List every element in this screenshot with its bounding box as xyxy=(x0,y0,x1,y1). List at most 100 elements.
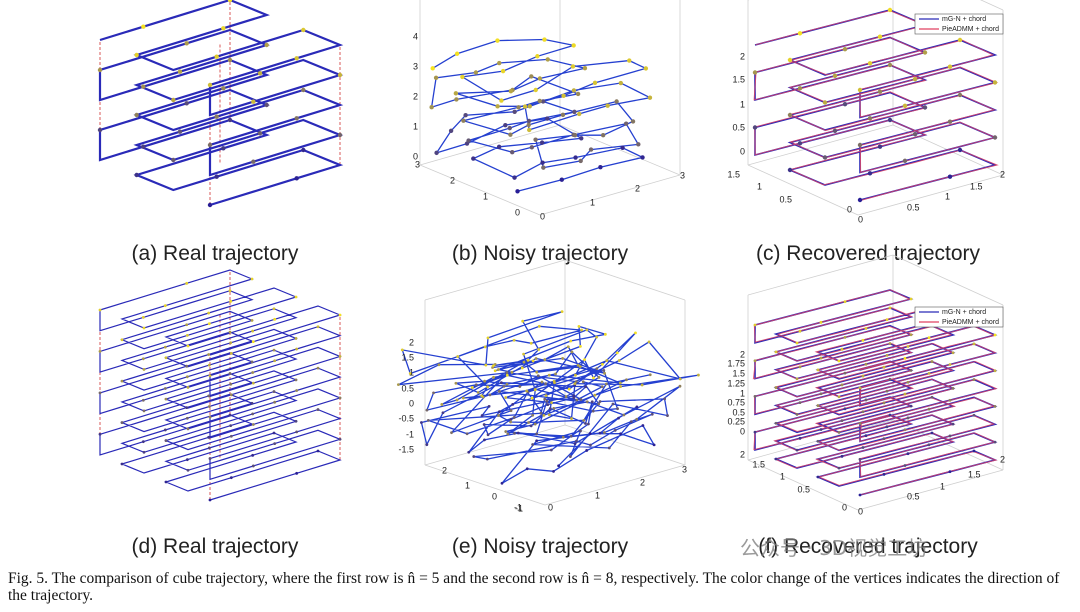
vertex xyxy=(930,431,934,435)
vertex xyxy=(420,421,423,424)
vertex xyxy=(251,412,255,416)
vertex xyxy=(545,57,550,62)
axis-box-line xyxy=(544,464,686,506)
tick-label: 3 xyxy=(680,170,685,180)
vertex xyxy=(543,358,547,361)
vertex xyxy=(529,424,533,428)
tick-label: 2 xyxy=(635,183,640,193)
tick-label: 0 xyxy=(413,151,418,161)
vertex xyxy=(579,429,582,433)
vertex xyxy=(214,174,219,179)
vertex xyxy=(177,69,183,74)
vertex xyxy=(615,351,619,355)
vertex xyxy=(951,351,955,355)
tick-label: 0 xyxy=(548,502,553,512)
vertex xyxy=(142,326,146,330)
vertex xyxy=(927,443,931,447)
vertex xyxy=(184,101,189,106)
vertex xyxy=(208,415,212,419)
vertex xyxy=(186,468,190,472)
vertex xyxy=(864,398,868,402)
vertex xyxy=(526,118,532,124)
vertex xyxy=(338,437,342,441)
vertex xyxy=(171,157,176,163)
vertex xyxy=(972,378,976,381)
legend-label: mG-N + chord xyxy=(942,309,986,316)
vertex xyxy=(885,389,889,393)
vertex xyxy=(526,358,530,362)
vertex xyxy=(227,57,233,63)
vertex xyxy=(885,425,889,429)
vertex xyxy=(185,364,189,368)
axis-box-line xyxy=(424,464,546,506)
vertex xyxy=(647,340,651,344)
vertex xyxy=(787,57,793,63)
axis-box-line xyxy=(564,424,686,466)
vertex xyxy=(993,333,997,337)
vertex xyxy=(295,347,299,351)
vertex xyxy=(540,380,544,384)
vertex xyxy=(678,377,682,381)
vertex xyxy=(512,338,516,342)
vertex xyxy=(861,338,865,342)
vertex xyxy=(795,448,799,452)
vertex xyxy=(544,382,547,386)
vertex xyxy=(463,112,468,118)
vertex xyxy=(521,319,525,323)
vertex xyxy=(432,391,435,395)
vertex xyxy=(888,306,892,310)
tick-label: 3 xyxy=(682,464,687,474)
vertex xyxy=(257,131,263,136)
axis-box-line xyxy=(424,259,566,301)
vertex xyxy=(922,105,928,110)
tick-label: 2 xyxy=(409,337,414,347)
vertex xyxy=(229,434,233,438)
vertex xyxy=(497,368,500,371)
axis-box-line xyxy=(424,424,566,466)
tick-label: 0 xyxy=(492,491,497,501)
vertex xyxy=(539,411,543,415)
vertex xyxy=(972,342,976,346)
axis-box-line xyxy=(857,174,1004,216)
tick-label: 0.5 xyxy=(732,407,745,417)
vertex xyxy=(861,374,865,378)
tick-label: 2 xyxy=(1000,454,1005,464)
vertex xyxy=(251,99,256,104)
vertex xyxy=(499,381,503,385)
vertex xyxy=(466,138,471,143)
vertex xyxy=(461,118,466,123)
vertex xyxy=(903,356,907,360)
vertex xyxy=(906,380,910,384)
vertex xyxy=(207,353,211,356)
vertex xyxy=(816,368,820,372)
vertex xyxy=(454,97,459,102)
vertex xyxy=(425,443,429,447)
vertex xyxy=(207,405,211,408)
vertex xyxy=(640,383,644,387)
vertex xyxy=(141,440,145,444)
vertex xyxy=(496,144,502,150)
vertex xyxy=(560,310,564,314)
vertex xyxy=(697,373,700,377)
vertex xyxy=(316,408,320,411)
vertex xyxy=(498,410,501,414)
vertex xyxy=(617,416,620,420)
vertex xyxy=(877,144,883,149)
vertex xyxy=(552,407,556,410)
tick-label: -0.5 xyxy=(398,413,414,423)
tick-label: 0 xyxy=(858,506,863,516)
vertex xyxy=(425,408,429,412)
vertex xyxy=(795,413,799,416)
vertex xyxy=(500,481,504,485)
vertex xyxy=(400,348,404,352)
vertex xyxy=(882,365,886,369)
vertex xyxy=(163,428,167,432)
vertex xyxy=(525,467,529,471)
vertex xyxy=(251,329,255,333)
tick-label: 2 xyxy=(1000,169,1005,179)
vertex xyxy=(909,333,913,337)
axis-box-line xyxy=(419,164,541,216)
vertex xyxy=(603,431,606,434)
vertex xyxy=(832,128,838,134)
